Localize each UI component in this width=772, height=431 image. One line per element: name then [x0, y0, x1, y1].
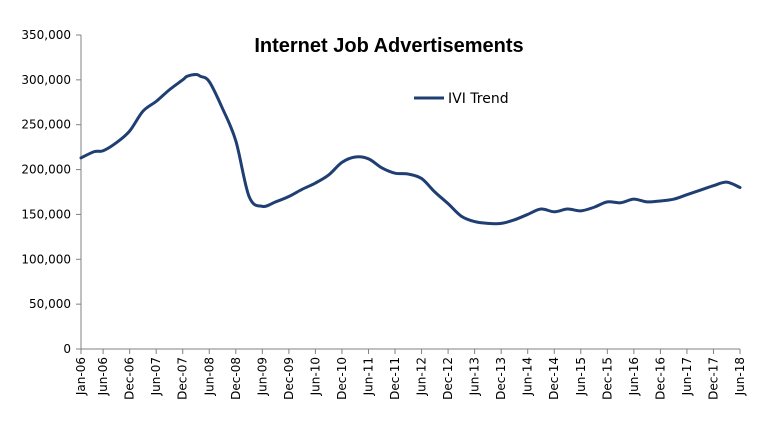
- y-tick-label: 300,000: [21, 73, 71, 87]
- y-tick-label: 0: [63, 342, 71, 356]
- x-tick-label: Jun-11: [361, 357, 375, 396]
- x-tick-label: Jun-17: [680, 357, 694, 396]
- chart-title: Internet Job Advertisements: [254, 35, 523, 57]
- y-tick-label: 250,000: [21, 118, 71, 132]
- x-tick-label: Dec-10: [335, 357, 349, 400]
- y-tick-label: 200,000: [21, 163, 71, 177]
- y-tick-label: 50,000: [29, 297, 71, 311]
- x-tick-label: Dec-16: [653, 357, 667, 400]
- x-tick-label: Jun-13: [468, 357, 482, 396]
- series-line-ivi-trend: [79, 72, 742, 226]
- x-tick-label: Dec-11: [388, 357, 402, 400]
- y-tick-label: 100,000: [21, 252, 71, 266]
- x-tick-label: Dec-07: [176, 357, 190, 400]
- plot-area: [79, 72, 742, 226]
- x-tick-label: Dec-15: [600, 357, 614, 400]
- y-axis: 0 50,000 100,000 150,000 200,000 250,000 300,0…: [21, 28, 82, 356]
- y-tick-label: 150,000: [21, 207, 71, 221]
- legend: IVI Trend: [414, 91, 509, 107]
- x-axis: Jan-06 Jun-06 Dec-06 Jun-07 Dec-07 Jun-08 Dec-…: [74, 348, 747, 400]
- x-tick-label: Jun-06: [96, 357, 110, 396]
- x-tick-label: Jun-14: [521, 357, 535, 396]
- x-tick-label: Dec-17: [706, 357, 720, 400]
- x-tick-label: Jun-15: [574, 357, 588, 396]
- y-tick-label: 350,000: [21, 28, 71, 42]
- x-tick-label: Jan-06: [74, 357, 88, 396]
- x-tick-label: Jun-10: [308, 357, 322, 396]
- x-tick-label: Jun-08: [202, 357, 216, 396]
- x-tick-label: Dec-06: [123, 357, 137, 400]
- x-tick-label: Dec-12: [441, 357, 455, 400]
- x-tick-label: Jun-12: [415, 357, 429, 396]
- x-tick-label: Dec-14: [547, 357, 561, 400]
- x-tick-label: Jun-07: [149, 357, 163, 396]
- x-tick-label: Jun-09: [255, 357, 269, 396]
- x-tick-label: Jun-16: [627, 357, 641, 396]
- x-tick-label: Jun-18: [733, 357, 747, 396]
- x-tick-label: Dec-13: [494, 357, 508, 400]
- x-tick-label: Dec-08: [229, 357, 243, 400]
- x-tick-label: Dec-09: [282, 357, 296, 400]
- legend-label-ivi-trend: IVI Trend: [448, 91, 509, 107]
